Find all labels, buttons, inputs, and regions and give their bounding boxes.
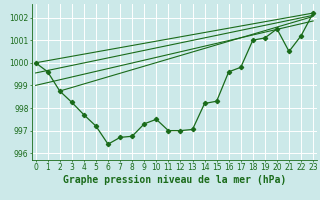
X-axis label: Graphe pression niveau de la mer (hPa): Graphe pression niveau de la mer (hPa) <box>63 175 286 185</box>
